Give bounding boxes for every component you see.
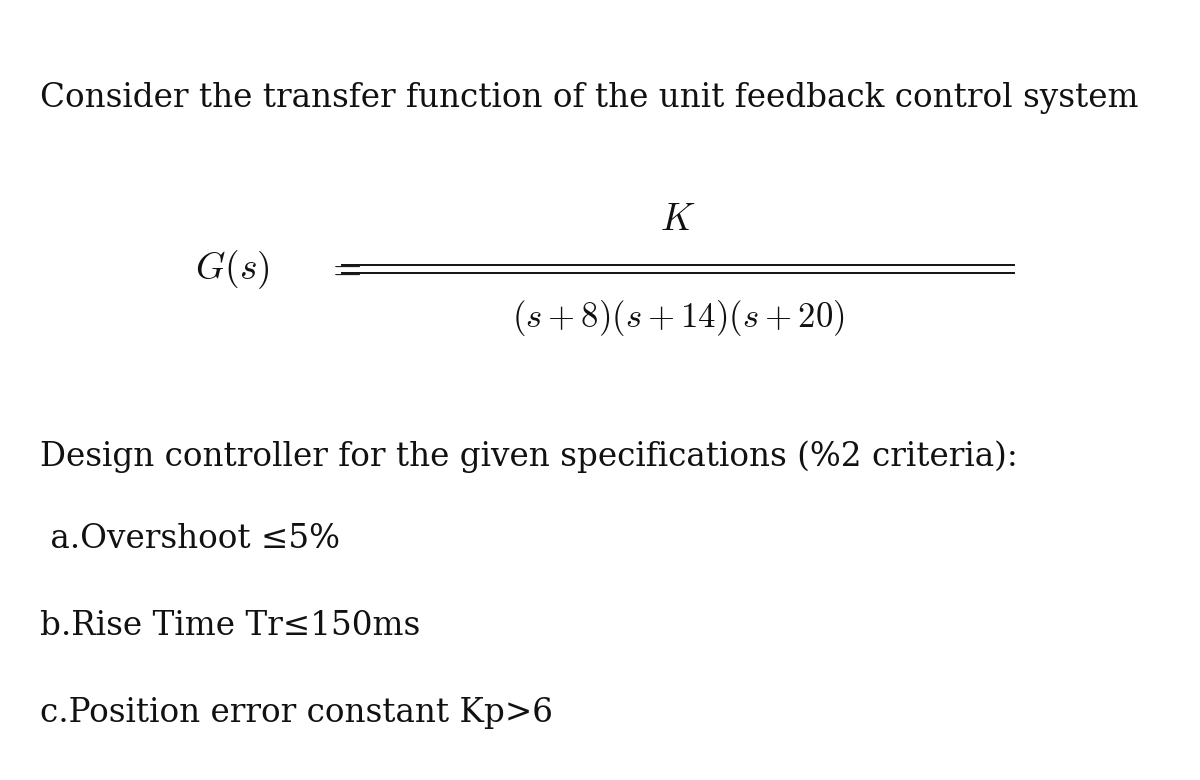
Text: Design controller for the given specifications (%2 criteria):: Design controller for the given specific… xyxy=(40,441,1018,473)
Text: $K$: $K$ xyxy=(660,202,696,238)
Text: $=$: $=$ xyxy=(326,251,362,287)
Text: $(s + 8)(s + 14)(s + 20)$: $(s + 8)(s + 14)(s + 20)$ xyxy=(511,298,845,339)
Text: Consider the transfer function of the unit feedback control system: Consider the transfer function of the un… xyxy=(40,82,1138,114)
Text: a.Overshoot ≤5%: a.Overshoot ≤5% xyxy=(40,523,340,555)
Text: c.Position error constant Kp>6: c.Position error constant Kp>6 xyxy=(40,697,553,729)
Text: b.Rise Time Tr≤150ms: b.Rise Time Tr≤150ms xyxy=(40,610,420,642)
Text: $G(s)$: $G(s)$ xyxy=(196,248,270,290)
